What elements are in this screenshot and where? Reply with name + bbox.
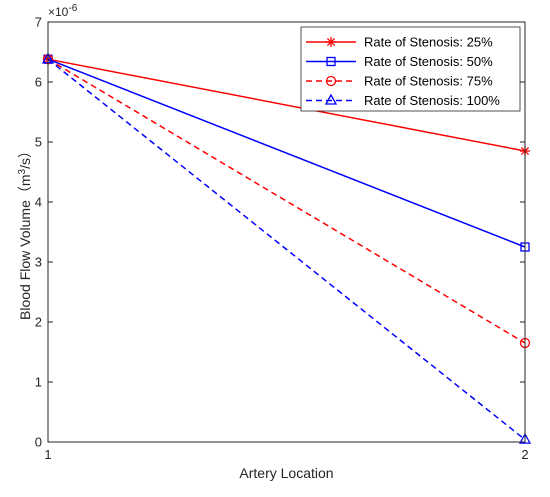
- axes: [47, 21, 526, 443]
- marker-stroke: [326, 37, 336, 47]
- legend-item-3: Rate of Stenosis: 75%: [306, 74, 493, 89]
- y-tick-label: 2: [35, 315, 42, 330]
- legend-marker: [326, 56, 336, 67]
- axes-box: [47, 21, 526, 443]
- x-tick-label: 2: [521, 447, 528, 462]
- legend-item-4: Rate of Stenosis: 100%: [306, 93, 500, 108]
- y-axis-label-unit-sup: 3: [17, 168, 28, 174]
- series-4: [41, 52, 532, 444]
- y-axis-label-main: Blood Flow Volume: [17, 200, 33, 320]
- y-tick-label: 4: [35, 195, 42, 210]
- x-tick-label: 1: [44, 447, 51, 462]
- series-line: [47, 58, 526, 152]
- data-point: [518, 432, 532, 444]
- legend-label: Rate of Stenosis: 100%: [364, 93, 500, 108]
- y-tick-label: 5: [35, 135, 42, 150]
- y-exponent-base: ×10: [48, 5, 69, 19]
- y-exponent-label: ×10-6: [48, 3, 78, 19]
- y-tick-label: 3: [35, 255, 42, 270]
- series-line: [47, 58, 526, 344]
- legend-item-1: Rate of Stenosis: 25%: [306, 35, 493, 50]
- series-line: [47, 58, 526, 441]
- series-line: [47, 58, 526, 248]
- y-tick-label: 7: [35, 15, 42, 30]
- axis-labels: ×10-6 Artery Location Blood Flow Volume（…: [17, 3, 334, 481]
- y-axis-label: Blood Flow Volume（m3/s）: [17, 144, 33, 320]
- legend-label: Rate of Stenosis: 50%: [364, 54, 493, 69]
- legend-marker: [326, 37, 336, 47]
- y-tick-label: 0: [35, 435, 42, 450]
- legend-label: Rate of Stenosis: 75%: [364, 74, 493, 89]
- legend-box: [300, 26, 521, 112]
- legend: Rate of Stenosis: 25% Rate of Stenosis: 5…: [300, 26, 521, 112]
- plot-area: [41, 52, 532, 444]
- legend-label: Rate of Stenosis: 25%: [364, 35, 493, 50]
- y-exponent-power: -6: [68, 3, 77, 14]
- y-tick-label: 1: [35, 375, 42, 390]
- x-axis-label: Artery Location: [239, 465, 333, 481]
- y-axis-label-unit-open: （m: [17, 174, 33, 200]
- y-tick-label: 6: [35, 75, 42, 90]
- legend-marker: [325, 75, 337, 87]
- y-axis-label-unit-close: /s）: [17, 144, 33, 169]
- legend-marker: [324, 93, 338, 105]
- legend-item-2: Rate of Stenosis: 50%: [306, 54, 493, 69]
